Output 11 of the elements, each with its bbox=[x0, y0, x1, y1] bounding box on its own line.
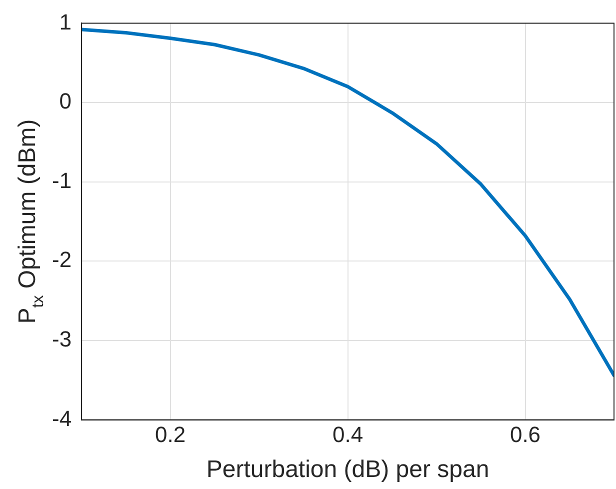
y-tick-label: -1 bbox=[52, 168, 72, 193]
x-tick-label: 0.2 bbox=[155, 422, 186, 448]
y-tick-label: 1 bbox=[59, 9, 72, 34]
y-tick-label: -3 bbox=[52, 326, 72, 352]
x-tick-label: 0.4 bbox=[332, 422, 364, 448]
y-tick-label: -2 bbox=[52, 247, 72, 272]
y-axis-title: Ptx Optimum (dBm) bbox=[14, 119, 47, 324]
y-tick-label: 0 bbox=[59, 88, 72, 114]
y-tick-label: -4 bbox=[52, 406, 72, 431]
x-tick-label: 0.6 bbox=[510, 422, 541, 448]
x-axis-title: Perturbation (dB) per span bbox=[206, 456, 490, 484]
